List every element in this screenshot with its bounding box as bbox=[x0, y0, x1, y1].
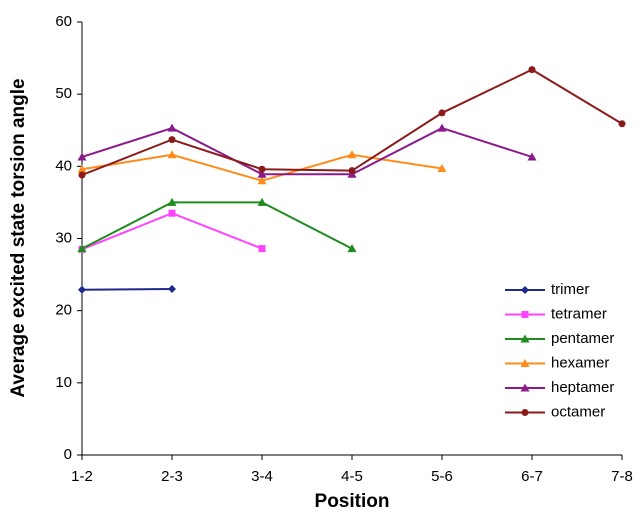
x-axis-title: Position bbox=[315, 491, 390, 512]
series-line bbox=[81, 201, 353, 250]
series-line bbox=[81, 68, 623, 176]
data-point bbox=[258, 245, 266, 253]
data-point bbox=[438, 109, 446, 117]
data-point bbox=[347, 150, 357, 159]
data-point bbox=[168, 285, 176, 294]
legend-marker bbox=[521, 409, 529, 416]
y-tick-label: 10 bbox=[55, 374, 72, 391]
legend-marker bbox=[521, 311, 529, 318]
data-point bbox=[618, 120, 626, 128]
x-tick-label: 4-5 bbox=[341, 468, 363, 485]
legend-marker bbox=[521, 286, 529, 294]
legend-marker bbox=[520, 334, 530, 343]
series-line bbox=[81, 212, 263, 251]
data-point bbox=[168, 209, 176, 217]
y-tick-label: 0 bbox=[64, 446, 72, 463]
data-point bbox=[77, 244, 87, 253]
data-point bbox=[78, 285, 86, 294]
x-tick-label: 1-2 bbox=[71, 468, 93, 485]
data-point bbox=[347, 244, 357, 253]
y-tick-label: 20 bbox=[55, 302, 72, 319]
data-point bbox=[257, 176, 267, 185]
x-tick-label: 5-6 bbox=[431, 468, 453, 485]
legend-label: tetramer bbox=[551, 305, 607, 322]
data-point bbox=[527, 152, 537, 161]
data-point bbox=[167, 150, 177, 159]
legend-label: octamer bbox=[551, 403, 605, 420]
data-point bbox=[167, 197, 177, 206]
data-point bbox=[77, 152, 87, 161]
x-tick-label: 7-8 bbox=[611, 468, 633, 485]
data-point bbox=[168, 136, 176, 144]
data-point bbox=[437, 123, 447, 132]
legend-label: trimer bbox=[551, 281, 589, 298]
data-point bbox=[167, 123, 177, 132]
legend-label: heptamer bbox=[551, 379, 614, 396]
legend-marker bbox=[520, 383, 530, 392]
y-axis-title: Average excited state torsion angle bbox=[8, 78, 29, 397]
data-point bbox=[528, 66, 536, 74]
data-point bbox=[257, 197, 267, 206]
legend-marker bbox=[520, 359, 530, 367]
x-tick-label: 2-3 bbox=[161, 468, 183, 485]
data-point bbox=[77, 164, 87, 173]
legend-label: pentamer bbox=[551, 330, 614, 347]
legend-label: hexamer bbox=[551, 354, 609, 371]
y-tick-label: 40 bbox=[55, 157, 72, 174]
y-tick-label: 60 bbox=[55, 13, 72, 30]
data-point bbox=[348, 167, 356, 175]
series-line bbox=[81, 288, 173, 291]
x-tick-label: 6-7 bbox=[521, 468, 543, 485]
series-line bbox=[81, 127, 533, 176]
data-point bbox=[437, 163, 447, 172]
y-tick-label: 50 bbox=[55, 85, 72, 102]
data-point bbox=[257, 169, 267, 178]
data-point bbox=[78, 171, 86, 179]
y-tick-label: 30 bbox=[55, 229, 72, 246]
x-tick-label: 3-4 bbox=[251, 468, 273, 485]
data-point bbox=[258, 165, 266, 173]
